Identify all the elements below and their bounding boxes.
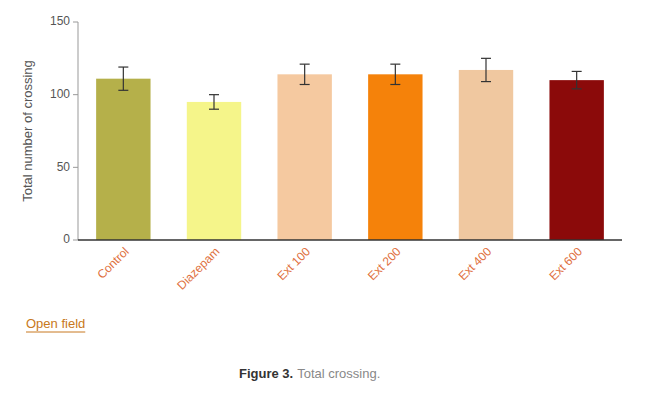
y-axis-line — [78, 22, 79, 240]
x-tick-label: Ext 200 — [365, 244, 404, 283]
error-bar — [300, 64, 310, 84]
y-tick — [73, 94, 78, 95]
x-tick-label: Diazepam — [174, 244, 222, 292]
y-tick — [73, 167, 78, 168]
error-bar-stem — [123, 67, 124, 90]
error-bar-cap — [481, 81, 491, 82]
x-tick-label: Ext 100 — [274, 244, 313, 283]
y-axis-label: Total number of crossing — [20, 60, 35, 202]
y-tick-label: 150 — [50, 14, 70, 28]
bar — [368, 74, 422, 240]
error-bar-cap — [481, 58, 491, 59]
error-bar-cap — [118, 66, 128, 67]
chart-svg: 0 50 100 150 Total number of crossing Control… — [0, 0, 646, 400]
bar — [459, 70, 513, 240]
error-bar-cap — [572, 88, 582, 89]
error-bar-cap — [300, 84, 310, 85]
error-bar-cap — [572, 71, 582, 72]
y-tick-label: 50 — [57, 160, 71, 174]
error-bar-stem — [304, 64, 305, 84]
error-bar-stem — [213, 95, 214, 110]
y-axis: 0 50 100 150 — [50, 14, 78, 246]
annotation-underline — [26, 332, 85, 333]
y-tick-label: 0 — [63, 232, 70, 246]
error-bar — [390, 64, 400, 84]
bar — [277, 74, 331, 240]
error-bar-stem — [395, 64, 396, 84]
error-bar-cap — [390, 84, 400, 85]
x-axis: Control Diazepam Ext 100 Ext 200 Ext 400 Ext … — [78, 240, 622, 293]
error-bar — [572, 71, 582, 88]
error-bar-cap — [300, 64, 310, 65]
error-bar-cap — [118, 90, 128, 91]
annotation: Open field — [26, 316, 85, 331]
y-tick — [73, 240, 78, 241]
error-bar — [209, 95, 219, 110]
chart-container: 0 50 100 150 Total number of crossing Control… — [0, 0, 646, 400]
error-bar-cap — [209, 109, 219, 110]
error-bar — [481, 58, 491, 81]
bar — [549, 80, 603, 240]
caption-text: Total crossing. — [297, 366, 380, 381]
y-tick — [73, 22, 78, 23]
bar — [187, 102, 241, 240]
error-bar-cap — [209, 94, 219, 95]
error-bar — [118, 67, 128, 90]
bars — [96, 58, 604, 240]
x-tick-label: Ext 400 — [456, 244, 495, 283]
x-tick-label: Ext 600 — [546, 244, 585, 283]
y-tick-label: 100 — [50, 87, 70, 101]
error-bar-stem — [576, 71, 577, 88]
bar — [96, 79, 150, 240]
error-bar-stem — [485, 58, 486, 81]
x-tick-label: Control — [94, 244, 131, 281]
error-bar-cap — [390, 64, 400, 65]
caption-bold: Figure 3. — [239, 366, 293, 381]
x-axis-line — [78, 239, 622, 241]
